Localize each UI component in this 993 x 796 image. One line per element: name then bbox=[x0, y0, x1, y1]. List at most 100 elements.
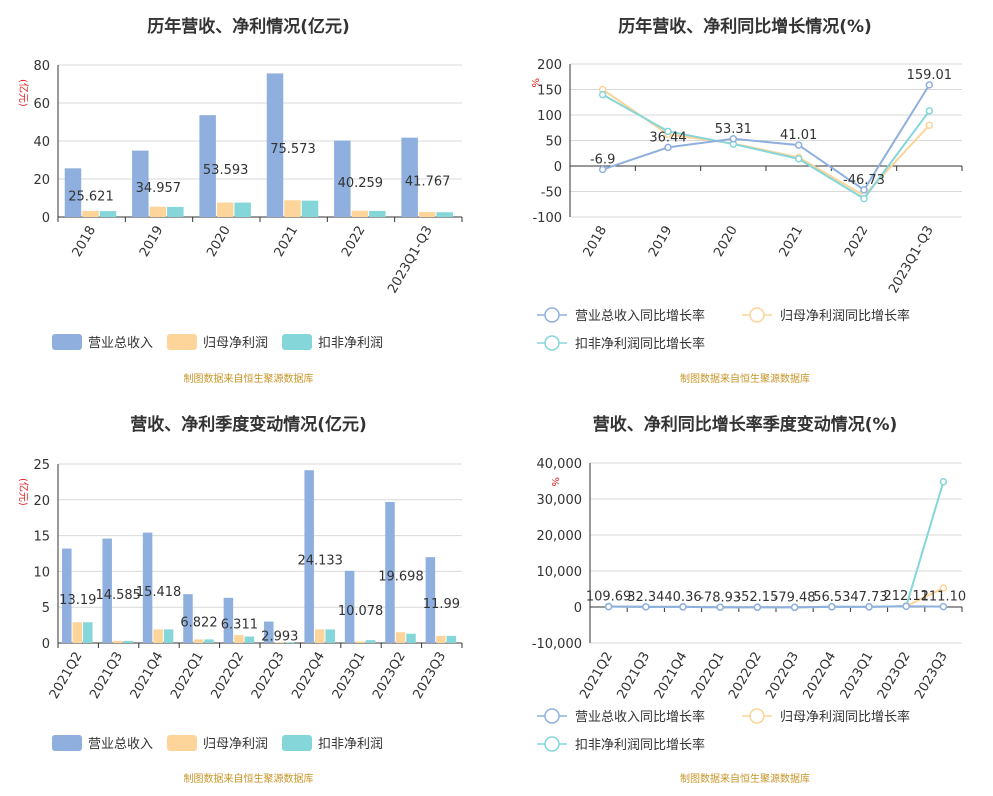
data-point bbox=[794, 155, 803, 163]
y-tick-label: -50 bbox=[541, 186, 562, 201]
bar-revenue bbox=[304, 470, 314, 643]
source-note: 制图数据来自恒生聚源数据库 bbox=[183, 374, 314, 385]
bar-net-profit bbox=[351, 210, 369, 217]
source-note: 制图数据来自恒生聚源数据库 bbox=[680, 774, 810, 785]
chart-title: 历年营收、净利情况(亿元) bbox=[147, 17, 350, 37]
bar-revenue bbox=[62, 548, 72, 643]
data-label: -52.15 bbox=[736, 590, 778, 605]
y-tick-label: -100 bbox=[532, 211, 562, 226]
bar-revenue bbox=[199, 115, 216, 217]
data-label: 212.12 bbox=[883, 589, 929, 604]
x-tick-label: 2021Q4 bbox=[652, 650, 691, 702]
legend-label: 扣非净利润同比增长率 bbox=[575, 737, 705, 753]
y-tick-label: 20,000 bbox=[537, 529, 583, 544]
bar-revenue bbox=[102, 538, 112, 643]
x-tick-label: 2018 bbox=[581, 224, 611, 260]
bar-revenue bbox=[425, 557, 436, 643]
data-point bbox=[664, 127, 672, 136]
y-tick-label: 0 bbox=[42, 637, 50, 652]
data-label: -46.73 bbox=[843, 173, 885, 188]
bar-revenue bbox=[264, 621, 274, 643]
legend-swatch bbox=[167, 735, 197, 751]
y-axis-unit: (亿元) bbox=[17, 478, 30, 506]
x-tick-label: 2020 bbox=[204, 223, 234, 259]
x-tick-label: 2022 bbox=[842, 224, 872, 260]
data-label: 34.957 bbox=[136, 181, 182, 196]
data-point bbox=[604, 602, 613, 611]
bar-net-profit bbox=[82, 210, 99, 217]
data-point bbox=[925, 107, 934, 115]
data-point bbox=[939, 602, 948, 611]
x-tick-label: 2023Q1-Q3 bbox=[385, 224, 436, 297]
y-tick-label: 30,000 bbox=[537, 493, 583, 508]
bar-revenue bbox=[132, 150, 149, 217]
x-tick-label: 2022Q4 bbox=[289, 650, 328, 702]
y-tick-label: 25 bbox=[33, 458, 50, 473]
x-tick-label: 2022Q4 bbox=[800, 650, 839, 702]
data-point bbox=[925, 121, 934, 129]
panel-quarterly-growth: 营收、净利同比增长率季度变动情况(%) -10,000 0 10,000 20,000… bbox=[497, 398, 993, 796]
bar-net-profit bbox=[216, 202, 234, 217]
bar-deducted-net-profit bbox=[83, 622, 93, 643]
data-point bbox=[753, 603, 762, 611]
legend-label: 扣非净利润 bbox=[318, 737, 383, 752]
legend-swatch-marker bbox=[544, 335, 560, 351]
y-tick-label: 10,000 bbox=[537, 565, 583, 580]
bar-deducted-net-profit bbox=[369, 210, 386, 217]
x-tick-label: 2021Q2 bbox=[47, 650, 86, 702]
y-tick-label: 5 bbox=[42, 601, 50, 616]
x-axis: 2021Q22021Q32021Q42022Q12022Q22022Q32022… bbox=[577, 606, 963, 702]
bar-deducted-net-profit bbox=[99, 211, 117, 217]
legend-label: 扣非净利润同比增长率 bbox=[575, 336, 705, 352]
bar-revenue bbox=[183, 594, 193, 643]
x-tick-label: 2023Q1 bbox=[330, 650, 369, 702]
bar-deducted-net-profit bbox=[436, 212, 453, 217]
y-axis: -100 -50 0 50 100 150 200 bbox=[532, 58, 962, 226]
legend-label: 营业总收入同比增长率 bbox=[575, 709, 705, 725]
y-tick-label: 40 bbox=[33, 135, 50, 150]
bar-net-profit bbox=[314, 629, 325, 643]
x-tick-label: 2023Q1 bbox=[838, 650, 877, 702]
y-tick-label: 15 bbox=[33, 530, 50, 545]
bar-revenue bbox=[64, 168, 82, 217]
bar-revenue bbox=[266, 73, 284, 217]
data-point bbox=[790, 603, 799, 612]
data-label: -78.93 bbox=[699, 590, 741, 605]
data-label: 109.69 bbox=[586, 590, 632, 605]
x-tick-label: 2023Q2 bbox=[875, 650, 914, 702]
data-point bbox=[598, 165, 607, 174]
legend-swatch bbox=[167, 334, 197, 350]
y-tick-label: 20 bbox=[33, 173, 50, 188]
y-tick-label: 100 bbox=[537, 109, 562, 124]
legend-swatch bbox=[282, 334, 312, 350]
y-axis-unit: (亿元) bbox=[17, 79, 30, 107]
x-axis: 2018 2019 2020 2021 2022 2023Q1-Q3 bbox=[57, 216, 463, 297]
legend-label: 归母净利润同比增长率 bbox=[780, 709, 910, 725]
data-point bbox=[939, 584, 948, 592]
bar-net-profit bbox=[355, 641, 365, 643]
x-axis: 2018 2019 2020 2021 2022 2023Q1-Q3 bbox=[569, 165, 963, 296]
x-tick-label: 2019 bbox=[646, 224, 676, 260]
annual-growth-line-chart: -100 -50 0 50 100 150 200% 2018 2019 2020 2021 2022… bbox=[529, 58, 963, 352]
bar-net-profit bbox=[234, 635, 244, 643]
y-tick-label: 10 bbox=[33, 565, 50, 580]
x-tick-label: 2022Q2 bbox=[208, 650, 247, 702]
data-label: 6.311 bbox=[221, 617, 258, 632]
bar-deducted-net-profit bbox=[234, 202, 251, 217]
x-tick-label: 2021Q2 bbox=[577, 650, 616, 702]
data-point bbox=[925, 81, 934, 89]
y-tick-label: 60 bbox=[33, 97, 50, 112]
series-line bbox=[602, 93, 931, 200]
y-tick-label: 20 bbox=[33, 494, 50, 509]
bar-net-profit bbox=[274, 642, 285, 643]
legend-label: 营业总收入同比增长率 bbox=[575, 308, 705, 324]
x-tick-label: 2023Q2 bbox=[370, 650, 409, 702]
data-point bbox=[902, 602, 910, 610]
data-label: 40.36 bbox=[664, 590, 701, 605]
y-axis-unit: % bbox=[549, 477, 560, 487]
bar-deducted-net-profit bbox=[167, 206, 184, 217]
x-tick-label: 2021Q4 bbox=[128, 650, 167, 702]
legend: 营业总收入 归母净利润 扣非净利润 bbox=[52, 334, 383, 351]
y-tick-label: 200 bbox=[537, 58, 562, 73]
